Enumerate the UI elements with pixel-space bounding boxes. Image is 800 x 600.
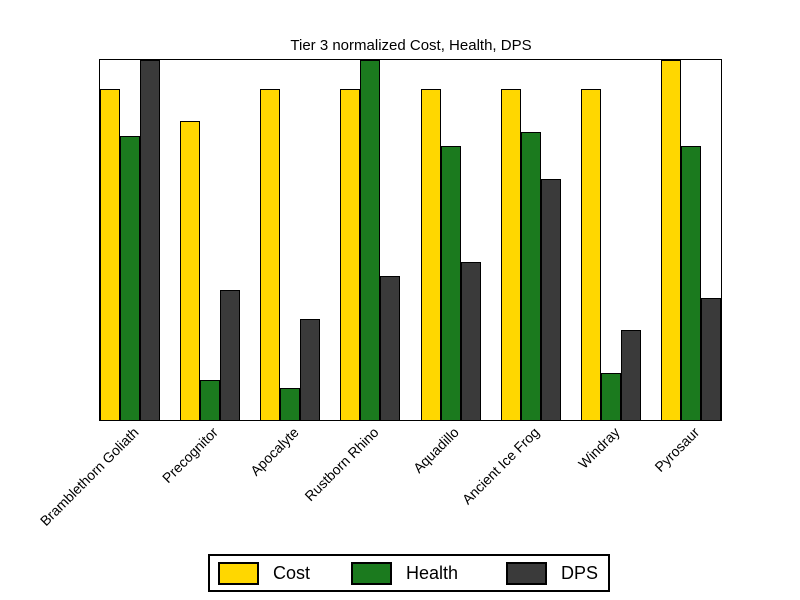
bar-health-pyrosaur: [681, 146, 701, 420]
x-tick-label: Aquadillo: [410, 424, 463, 477]
legend-swatch-cost: [218, 561, 259, 585]
legend-label: Health: [406, 562, 459, 583]
legend-label: Cost: [273, 562, 311, 583]
plot-area: [99, 59, 722, 421]
bar-health-precognitor: [200, 380, 220, 420]
x-tick-label: Pyrosaur: [651, 424, 703, 475]
x-tick-label: Windray: [574, 424, 623, 472]
bar-dps-pyrosaur: [701, 298, 721, 420]
bar-cost-aquadillo: [421, 89, 441, 420]
x-tick-label: Bramblethorn Goliath: [36, 424, 142, 529]
bar-dps-ancient-ice-frog: [541, 179, 561, 420]
bar-health-aquadillo: [441, 146, 461, 420]
legend-entry-cost: Cost: [218, 561, 311, 585]
bar-cost-apocalyte: [260, 89, 280, 420]
bar-dps-bramblethorn-goliath: [140, 60, 160, 420]
bar-cost-pyrosaur: [661, 60, 681, 420]
legend-swatch-health: [351, 561, 393, 585]
bar-dps-precognitor: [220, 290, 240, 420]
bar-cost-precognitor: [180, 121, 200, 420]
bar-cost-windray: [581, 89, 601, 420]
bar-dps-apocalyte: [300, 319, 320, 420]
bar-health-windray: [601, 373, 621, 420]
bar-dps-rustborn-rhino: [380, 276, 400, 420]
x-tick-label: Rustborn Rhino: [301, 424, 382, 505]
legend: Cost Health DPS: [208, 554, 610, 592]
bar-health-ancient-ice-frog: [521, 132, 541, 420]
x-tick-label: Apocalyte: [246, 424, 302, 479]
legend-label: DPS: [561, 562, 599, 583]
bar-health-apocalyte: [280, 388, 300, 420]
bar-health-bramblethorn-goliath: [120, 136, 140, 420]
bar-cost-ancient-ice-frog: [501, 89, 521, 420]
legend-swatch-dps: [506, 561, 548, 585]
bar-dps-windray: [621, 330, 641, 420]
bar-health-rustborn-rhino: [360, 60, 380, 420]
bar-dps-aquadillo: [461, 262, 481, 420]
bar-cost-bramblethorn-goliath: [100, 89, 120, 420]
chart-title: Tier 3 normalized Cost, Health, DPS: [290, 37, 532, 54]
x-tick-label: Precognitor: [159, 424, 222, 486]
x-tick-label: Ancient Ice Frog: [458, 424, 543, 508]
legend-entry-dps: DPS: [506, 561, 599, 585]
bar-cost-rustborn-rhino: [340, 89, 360, 420]
legend-entry-health: Health: [351, 561, 459, 585]
